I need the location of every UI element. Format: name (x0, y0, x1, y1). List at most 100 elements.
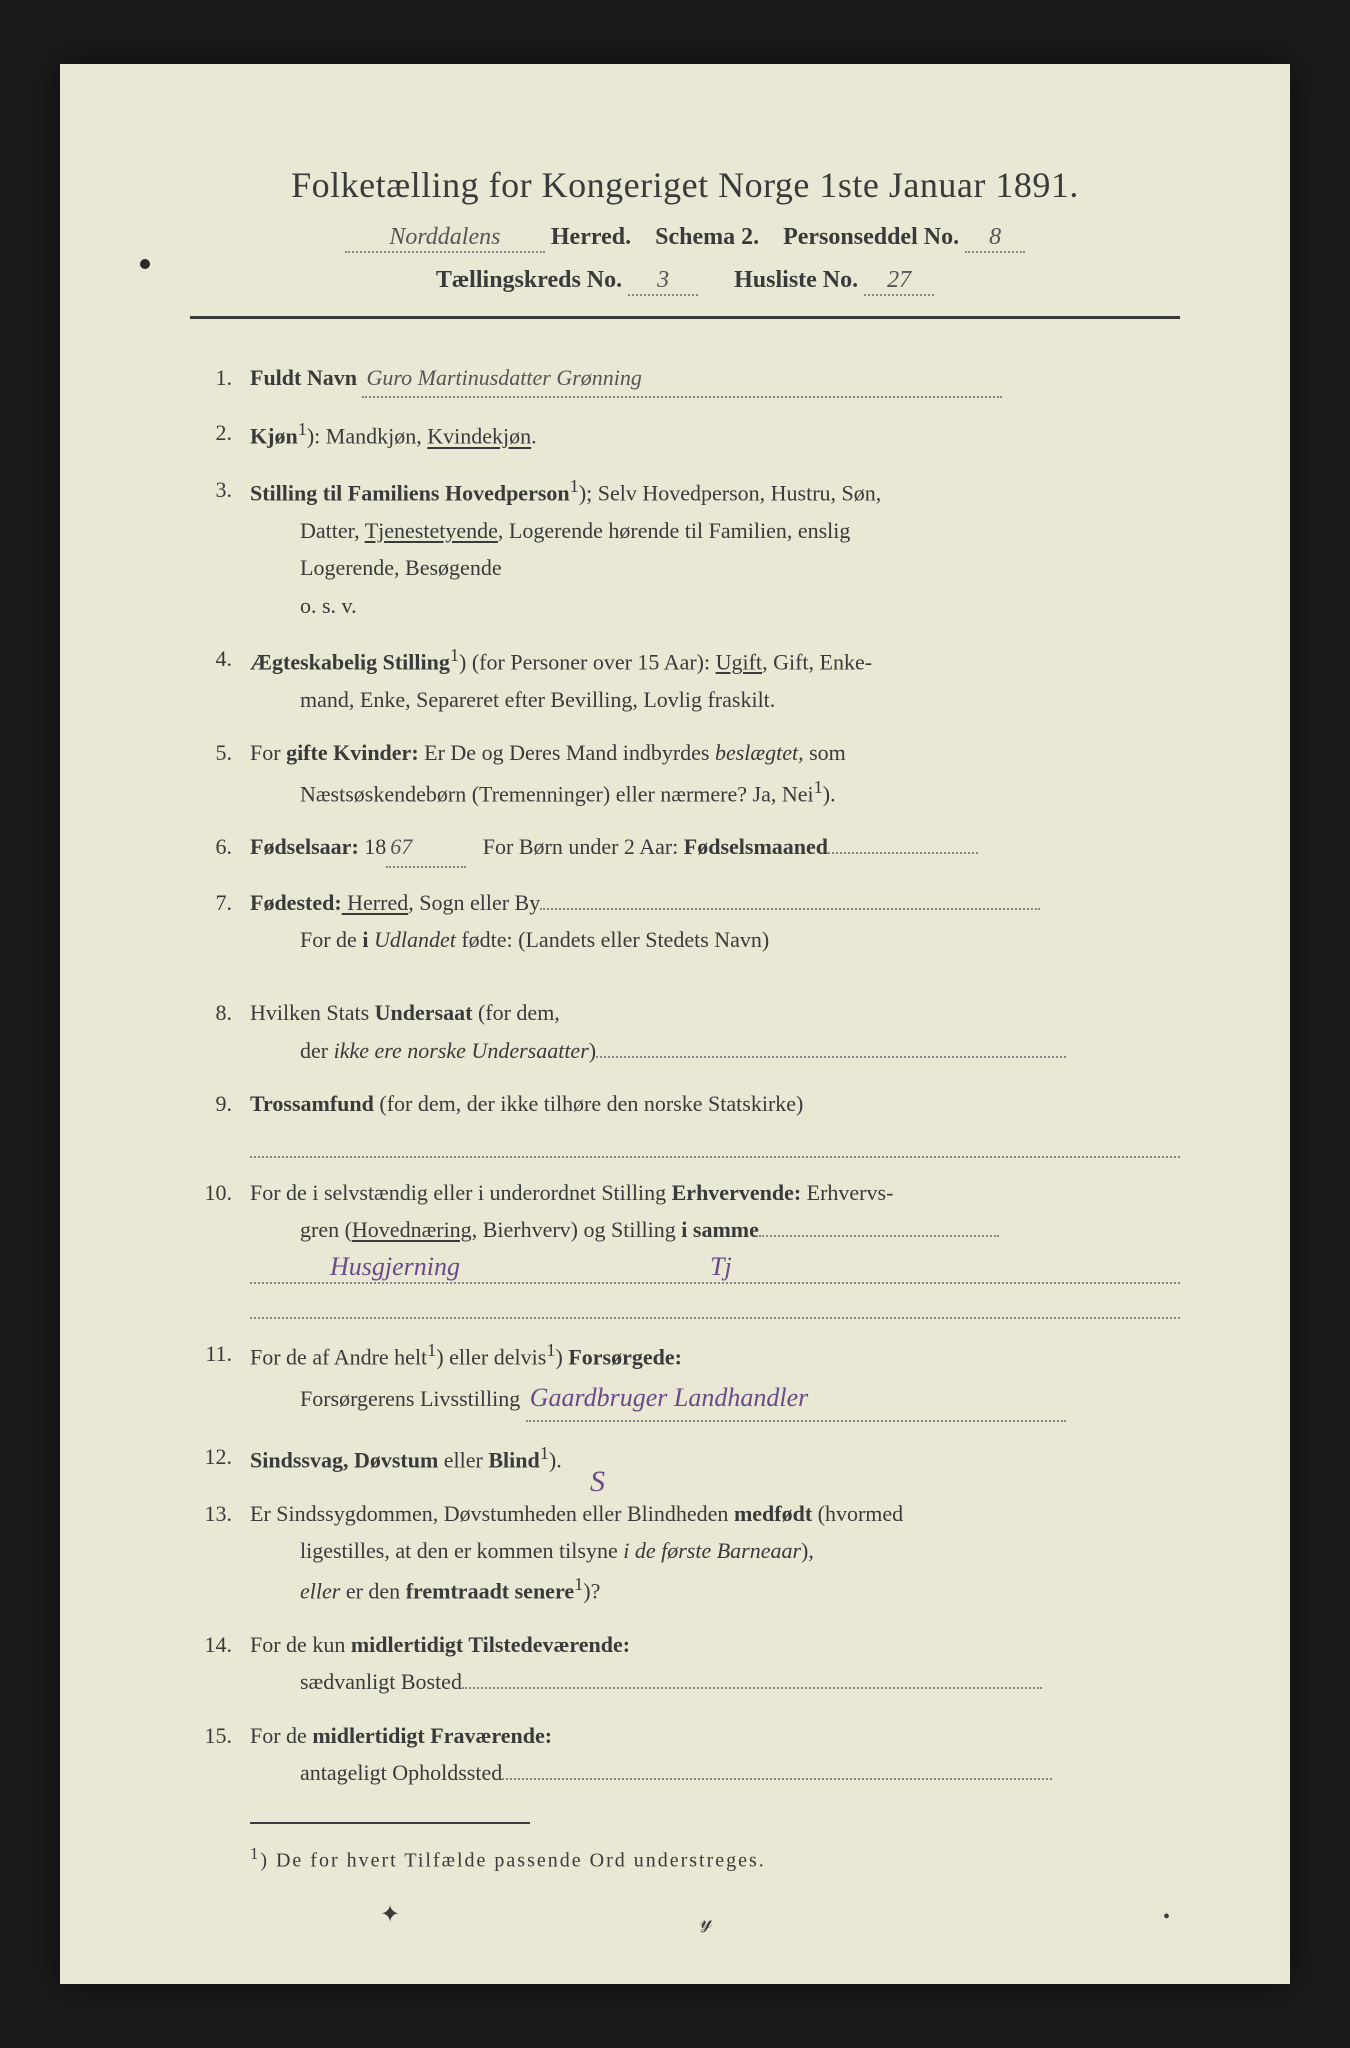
question-11: 11. For de af Andre helt1) eller delvis1… (200, 1335, 1180, 1422)
q15-num: 15. (200, 1717, 250, 1792)
q1-value: Guro Martinusdatter Grønning (362, 359, 1002, 398)
q10-dotted1 (759, 1235, 999, 1237)
q13-l1a: Er Sindssygdommen, Døvstumheden eller Bl… (250, 1501, 734, 1526)
q12-sup: 1 (540, 1443, 549, 1463)
q12-num: 12. (200, 1438, 250, 1479)
q3-line2: Datter, Tjenestetyende, Logerende hørend… (250, 512, 1180, 549)
q6-lb: For Børn under 2 Aar: (477, 834, 684, 859)
q1-label: Fuldt Navn (250, 365, 357, 390)
q14-l1b: midlertidigt Tilstedeværende: (351, 1632, 630, 1657)
ink-dot (140, 259, 150, 269)
q5-l1d: som (804, 740, 846, 765)
q14-dotted (462, 1687, 1042, 1689)
q8-l1a: Hvilken Stats (250, 1000, 375, 1025)
q14-text: For de kun midlertidigt Tilstedeværende:… (250, 1626, 1180, 1701)
q13-l3c: fremtraadt senere (406, 1579, 574, 1604)
q5-l1i: beslægtet, (715, 740, 804, 765)
q11-l2a: Forsørgerens Livsstilling (300, 1386, 520, 1411)
q8-num: 8. (200, 994, 250, 1069)
q15-text: For de midlertidigt Fraværende: antageli… (250, 1717, 1180, 1792)
q13-l2a: ligestilles, at den er kommen tilsyne (300, 1538, 623, 1563)
q7-dotted (540, 908, 1040, 910)
q3-sup: 1 (570, 476, 579, 496)
q10-l1c: Erhvervs- (801, 1180, 893, 1205)
q4-l2: mand, Enke, Separeret efter Bevilling, L… (250, 681, 1180, 718)
q7-la: Fødested: (250, 890, 342, 915)
q10-dotted2 (250, 1284, 1180, 1319)
q10-num: 10. (200, 1174, 250, 1319)
question-15: 15. For de midlertidigt Fraværende: anta… (200, 1717, 1180, 1792)
q4-num: 4. (200, 640, 250, 718)
q6-la: Fødselsaar: (250, 834, 359, 859)
taellingskreds-label: Tællingskreds No. (436, 267, 622, 293)
census-form-page: Folketælling for Kongeriget Norge 1ste J… (60, 64, 1290, 1984)
q10-hw2: Tj (710, 1245, 732, 1289)
q13-sup: 1 (574, 1574, 583, 1594)
q3-l4: o. s. v. (250, 587, 1180, 624)
q7-text: Fødested: Herred, Sogn eller By For de i… (250, 884, 1180, 959)
q11-line2: Forsørgerens Livsstilling Gaardbruger La… (250, 1376, 1180, 1422)
q3-l3: Logerende, Besøgende (250, 549, 1180, 586)
husliste-label: Husliste No. (734, 267, 858, 293)
q6-yp: 18 (359, 834, 387, 859)
q10-hwline: Husgjerning Tj (250, 1249, 1180, 1284)
header-line-2: Tællingskreds No. 3 Husliste No. 27 (190, 267, 1180, 296)
q6-text: Fødselsaar: 1867 For Børn under 2 Aar: F… (250, 828, 1180, 867)
personseddel-no: 8 (965, 224, 1025, 253)
q15-l2: antageligt Opholdssted (300, 1760, 502, 1785)
q6-num: 6. (200, 828, 250, 867)
q5-l1c: Er De og Deres Mand indbyrdes (419, 740, 715, 765)
question-5: 5. For gifte Kvinder: Er De og Deres Man… (200, 734, 1180, 812)
q8-line2: der ikke ere norske Undersaatter) (250, 1032, 1180, 1069)
q15-l1a: For de (250, 1723, 312, 1748)
q3-l2b: , Logerende hørende til Familien, enslig (498, 518, 851, 543)
q8-l1c: (for dem, (472, 1000, 559, 1025)
q9-text: Trossamfund (for dem, der ikke tilhøre d… (250, 1085, 1180, 1158)
q10-l2b: , Bierhverv) og Stilling (472, 1217, 682, 1242)
q12-text: Sindssvag, Døvstum eller Blind1). S (250, 1438, 1180, 1479)
form-header: Folketælling for Kongeriget Norge 1ste J… (190, 164, 1180, 296)
q2-underlined: Kvindekjøn (427, 424, 531, 449)
q11-l1b: ) eller delvis (436, 1344, 546, 1369)
q4-l1c: , Gift, Enke- (762, 649, 872, 674)
question-2: 2. Kjøn1): Mandkjøn, Kvindekjøn. (200, 414, 1180, 455)
q4-l1b: ) (for Personer over 15 Aar): (459, 649, 716, 674)
q7-line2: For de i Udlandet fødte: (Landets eller … (250, 921, 1180, 958)
q13-l2i: i de første Barneaar (623, 1538, 801, 1563)
question-7: 7. Fødested: Herred, Sogn eller By For d… (200, 884, 1180, 959)
q1-text: Fuldt Navn Guro Martinusdatter Grønning (250, 359, 1180, 398)
q10-l1a: For de i selvstændig eller i underordnet… (250, 1180, 672, 1205)
q10-hw1: Husgjerning (330, 1245, 460, 1289)
schema-label: Schema 2. (655, 224, 759, 250)
q5-l1b: gifte Kvinder: (286, 740, 419, 765)
q1-num: 1. (200, 359, 250, 398)
q5-num: 5. (200, 734, 250, 812)
q3-l1a: Stilling til Familiens Hovedperson (250, 480, 570, 505)
q14-l1a: For de kun (250, 1632, 351, 1657)
q5-line2: Næstsøskendebørn (Tremenninger) eller næ… (250, 772, 1180, 813)
herred-handwritten: Norddalens (345, 224, 545, 253)
paper-mark-2: 𝓎 (700, 1908, 713, 1934)
q14-l2: sædvanligt Bosted (300, 1669, 462, 1694)
q15-line2: antageligt Opholdssted (250, 1754, 1180, 1791)
q12-lc: Blind (488, 1447, 539, 1472)
footnote-divider (250, 1822, 530, 1824)
q3-text: Stilling til Familiens Hovedperson1); Se… (250, 471, 1180, 624)
q7-l2i: Udlandet (368, 927, 455, 952)
q13-l1b: medfødt (734, 1501, 812, 1526)
q6-lc: Fødselsmaaned (684, 834, 828, 859)
taellingskreds-no: 3 (628, 267, 698, 296)
q12-ld: ). (549, 1447, 562, 1472)
paper-mark-1: ✦ (380, 1900, 400, 1929)
q3-l2u: Tjenestetyende (365, 518, 498, 543)
q13-line3: eller er den fremtraadt senere1)? (250, 1569, 1180, 1610)
q9-la: Trossamfund (250, 1091, 374, 1116)
q8-l1b: Undersaat (375, 1000, 473, 1025)
question-6: 6. Fødselsaar: 1867 For Børn under 2 Aar… (200, 828, 1180, 867)
q2-num: 2. (200, 414, 250, 455)
q3-l1b: ); Selv Hovedperson, Hustru, Søn, (579, 480, 881, 505)
q11-hw: Gaardbruger Landhandler (526, 1376, 1066, 1422)
q6-dotted (828, 852, 978, 854)
question-9: 9. Trossamfund (for dem, der ikke tilhør… (200, 1085, 1180, 1158)
q10-l2u: Hovednæring (352, 1217, 472, 1242)
